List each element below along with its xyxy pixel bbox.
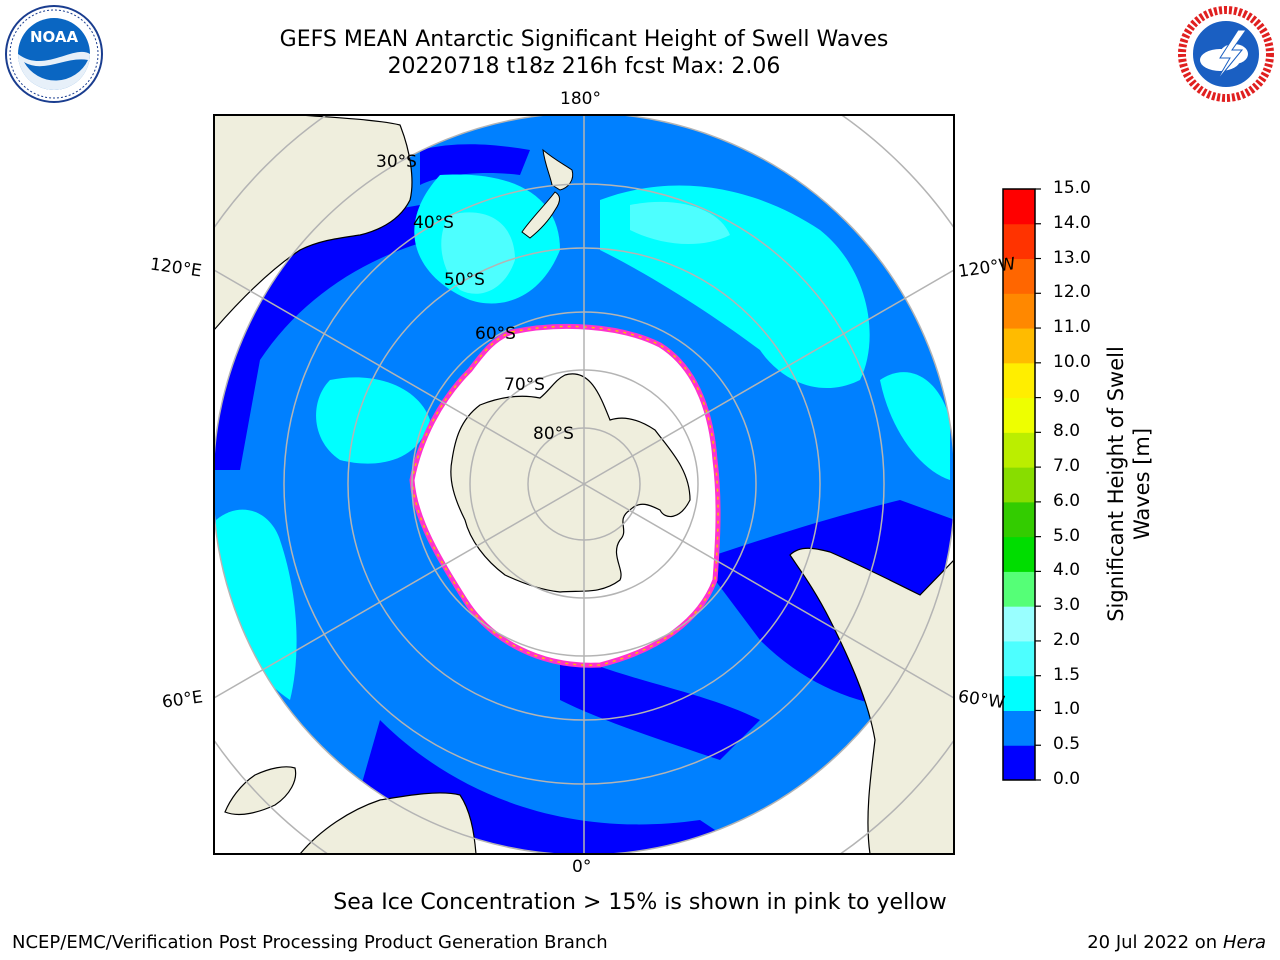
- longitude-gridlines: [214, 115, 954, 854]
- colorbar-segment: [1003, 467, 1035, 503]
- lat-label-50s: 50°S: [444, 270, 485, 290]
- colorbar-title: Significant Height of Swell Waves [m]: [1103, 346, 1155, 622]
- colorbar-tick-label: 1.5: [1053, 664, 1081, 685]
- colorbar-segment: [1003, 397, 1035, 433]
- colorbar-tick-label: 3.0: [1053, 595, 1081, 616]
- lon-label-0: 0°: [572, 857, 592, 877]
- colorbar-segment: [1003, 293, 1035, 329]
- colorbar-tick-label: 10.0: [1053, 351, 1091, 372]
- colorbar-segment: [1003, 571, 1035, 607]
- colorbar-tick-label: 12.0: [1053, 282, 1091, 303]
- colorbar-segment: [1003, 536, 1035, 572]
- colorbar-segment: [1003, 675, 1035, 711]
- colorbar-segment: [1003, 223, 1035, 260]
- colorbar-tick-label: 14.0: [1053, 212, 1091, 233]
- lat-label-40s: 40°S: [413, 213, 454, 233]
- colorbar-tick-label: 5.0: [1053, 525, 1081, 546]
- colorbar-tick-label: 0.0: [1053, 769, 1081, 789]
- lon-label-180: 180°: [560, 89, 601, 109]
- madagascar-landmass: [224, 766, 297, 816]
- africa-landmass: [299, 792, 477, 854]
- footer-date-text: 20 Jul 2022 on: [1087, 932, 1218, 953]
- colorbar-segment: [1003, 640, 1035, 677]
- chart-title: GEFS MEAN Antarctic Significant Height o…: [279, 27, 889, 52]
- colorbar-segment: [1003, 745, 1035, 781]
- colorbar-tick-label: 2.0: [1053, 629, 1081, 650]
- colorbar-segment: [1003, 710, 1035, 746]
- footer-date: 20 Jul 2022 on Hera: [1087, 932, 1266, 953]
- south-america-landmass: [789, 547, 954, 854]
- colorbar-segment: [1003, 501, 1035, 538]
- colorbar-tick-label: 4.0: [1053, 560, 1081, 581]
- colorbar-segment: [1003, 189, 1035, 225]
- colorbar-frame: [1002, 188, 1036, 781]
- new-zealand-south: [521, 191, 560, 239]
- colorbar-tick-label: 11.0: [1053, 317, 1091, 338]
- colorbar-tick-label: 0.5: [1053, 734, 1081, 755]
- lat-label-30s: 30°S: [376, 152, 417, 172]
- chart-subtitle: 20220718 t18z 216h fcst Max: 2.06: [387, 54, 781, 79]
- colorbar-tick-label: 8.0: [1053, 421, 1081, 442]
- colorbar-tick-label: 9.0: [1053, 386, 1081, 407]
- lat-label-70s: 70°S: [504, 375, 545, 395]
- lat-label-80s: 80°S: [533, 424, 574, 444]
- colorbar-title-line1: Significant Height of Swell: [1104, 346, 1128, 622]
- colorbar-segment: [1003, 258, 1035, 294]
- colorbar: [1002, 188, 1041, 781]
- colorbar-tick-label: 1.0: [1053, 699, 1081, 720]
- lat-label-60s: 60°S: [475, 324, 516, 344]
- footer-host: Hera: [1222, 932, 1266, 953]
- colorbar-segment: [1003, 362, 1035, 399]
- colorbar-tick-label: 15.0: [1053, 178, 1091, 198]
- colorbar-tick-label: 6.0: [1053, 490, 1081, 511]
- colorbar-tick-label: 13.0: [1053, 247, 1091, 268]
- colorbar-segment: [1003, 432, 1035, 468]
- map-frame: [213, 114, 955, 855]
- nws-logo-icon: [1178, 6, 1274, 102]
- colorbar-title-line2: Waves [m]: [1130, 427, 1154, 541]
- noaa-logo-text: NOAA: [30, 28, 79, 46]
- colorbar-tick-label: 7.0: [1053, 456, 1081, 477]
- sea-ice-note: Sea Ice Concentration > 15% is shown in …: [333, 890, 947, 915]
- colorbar-segment: [1003, 606, 1035, 642]
- footer-org: NCEP/EMC/Verification Post Processing Pr…: [12, 932, 608, 953]
- noaa-logo-icon: NOAA: [5, 5, 103, 103]
- colorbar-segment: [1003, 328, 1035, 364]
